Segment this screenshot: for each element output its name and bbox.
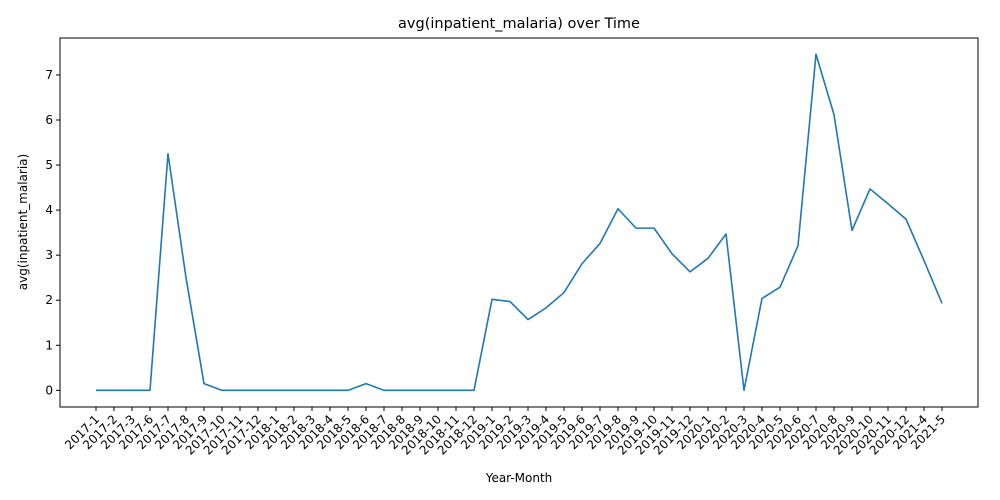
y-tick-label: 2 — [45, 293, 53, 307]
y-tick-label: 4 — [45, 203, 53, 217]
series-line — [96, 53, 943, 392]
y-tick-label: 0 — [45, 383, 53, 397]
y-tick-label: 1 — [45, 338, 53, 352]
y-axis: 0 1 2 3 4 5 6 7 — [45, 68, 60, 397]
y-tick-label: 3 — [45, 248, 53, 262]
plot-frame — [59, 37, 979, 408]
y-tick-label: 6 — [45, 113, 53, 127]
y-tick-label: 7 — [45, 68, 53, 82]
chart-title: avg(inpatient_malaria) over Time — [398, 16, 640, 32]
y-tick-label: 5 — [45, 158, 53, 172]
y-axis-title: avg(inpatient_malaria) — [16, 154, 30, 290]
x-axis-title: Year-Month — [485, 471, 553, 485]
x-axis: 2017-12017-22017-32017-62017-72017-82017… — [62, 407, 948, 458]
plot-area — [95, 53, 943, 392]
